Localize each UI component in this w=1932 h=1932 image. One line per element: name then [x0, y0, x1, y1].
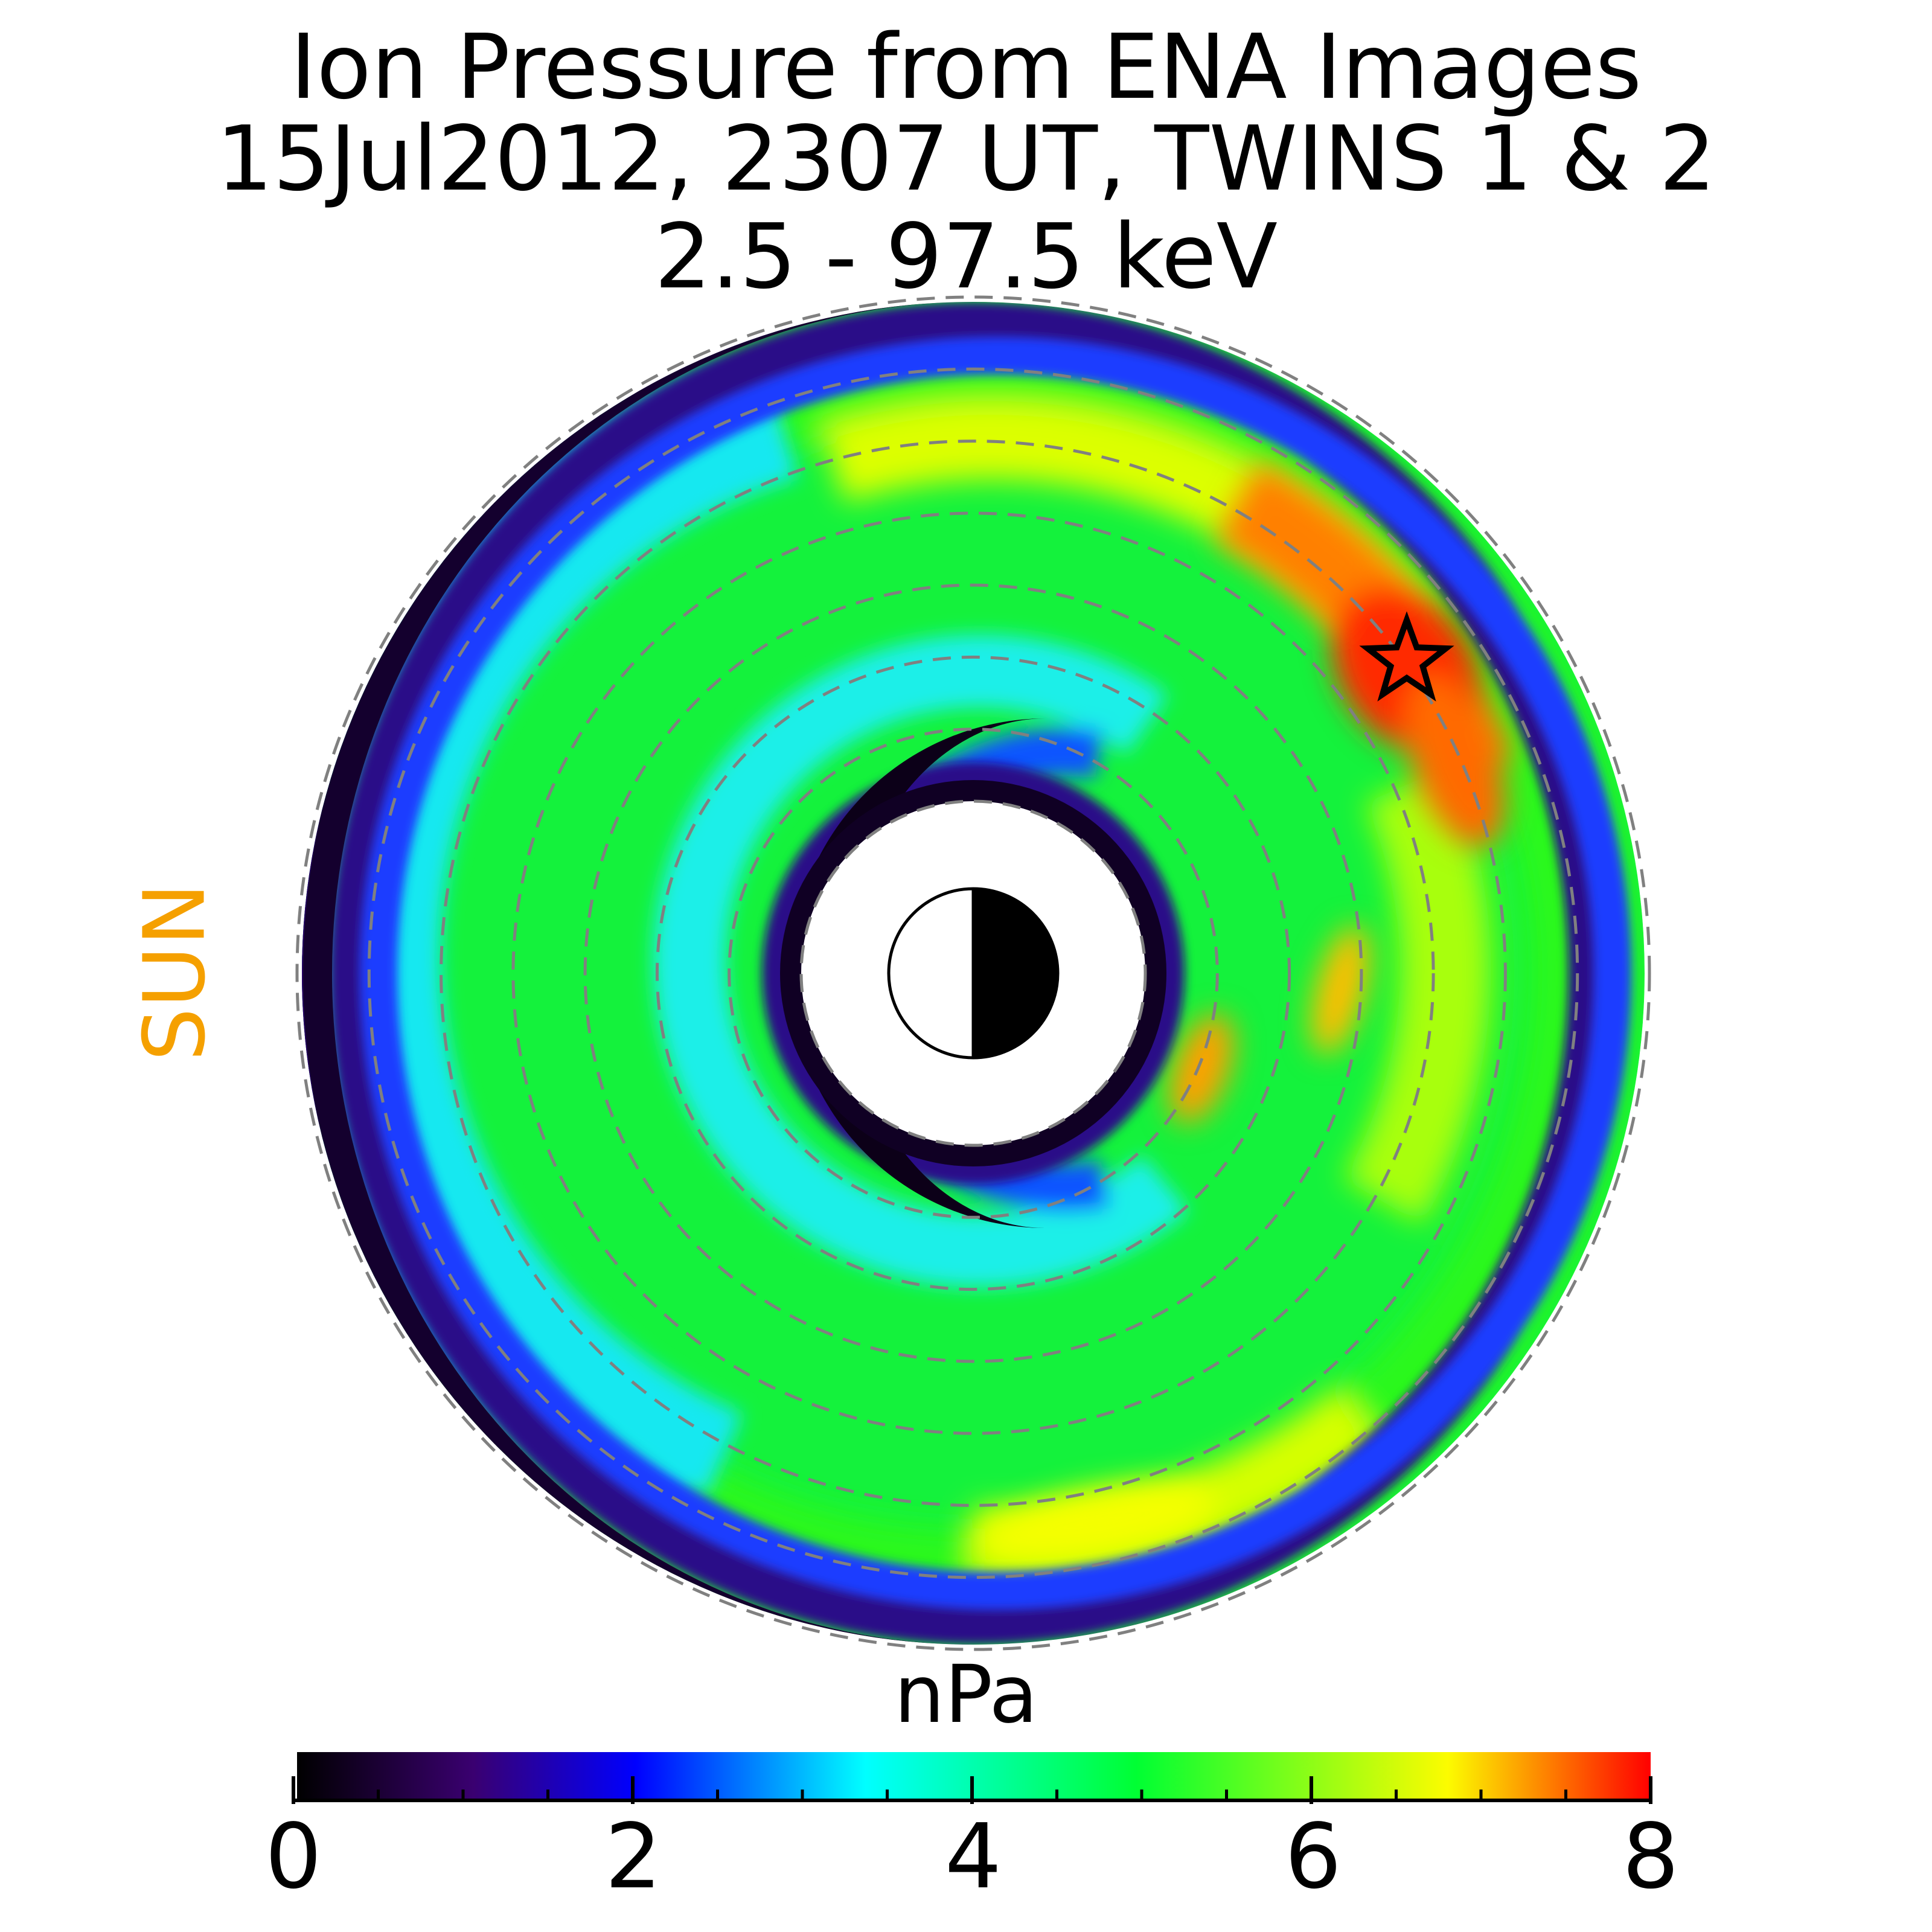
dashed-ring [655, 655, 1291, 1291]
dashed-ring [799, 799, 1147, 1147]
colorbar-tick-label: 2 [605, 1805, 662, 1908]
dashed-ring [511, 511, 1435, 1435]
heatmap-right-yellow-band [1343, 766, 1491, 1224]
chart-title-line-1: Ion Pressure from ENA Images [290, 15, 1642, 119]
dashed-ring [295, 295, 1651, 1651]
dashed-ring [583, 583, 1363, 1363]
sun-direction-label: SUN [126, 882, 225, 1062]
chart-title-line-2: 15Jul2012, 2307 UT, TWINS 1 & 2 [216, 107, 1716, 211]
colorbar-tick-label: 0 [265, 1805, 322, 1908]
colorbar: 0 2 4 6 8 [265, 1752, 1679, 1908]
dashed-distance-rings [295, 295, 1651, 1651]
colorbar-tick-label: 8 [1622, 1805, 1679, 1908]
earth-icon [887, 887, 1060, 1060]
heatmap-mid-cyan-band [653, 635, 1189, 1287]
pressure-heatmap [302, 302, 1645, 1645]
heatmap-peak-tail [1404, 674, 1506, 847]
colorbar-unit-label: nPa [894, 1648, 1038, 1741]
heatmap-secondary-spot-2 [1311, 926, 1369, 1055]
dashed-ring [367, 367, 1579, 1579]
colorbar-tick-label: 4 [945, 1805, 1002, 1908]
colorbar-tick-label: 6 [1285, 1805, 1342, 1908]
dashed-ring [728, 728, 1219, 1219]
chart-title-line-3: 2.5 - 97.5 keV [654, 205, 1278, 309]
peak-star-marker [1359, 611, 1454, 702]
dashed-ring [440, 440, 1507, 1507]
